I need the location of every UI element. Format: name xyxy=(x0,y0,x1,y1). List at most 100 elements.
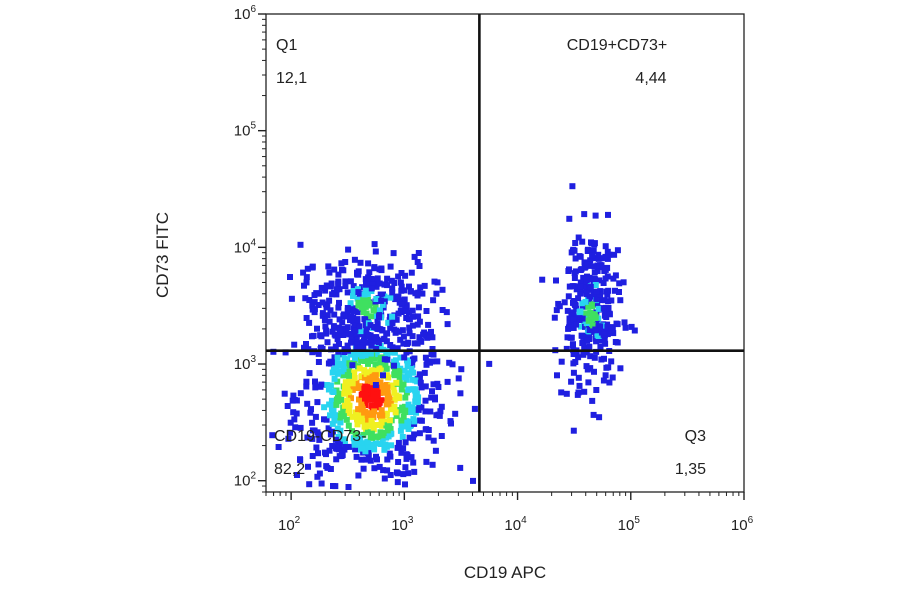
event-dot xyxy=(429,388,435,395)
event-dot xyxy=(342,362,349,369)
event-dot xyxy=(383,365,390,372)
event-dot xyxy=(402,464,409,471)
event-dot xyxy=(592,282,599,288)
event-dot xyxy=(396,374,403,381)
event-dot xyxy=(620,279,627,286)
event-dot xyxy=(584,248,591,254)
event-dot xyxy=(326,297,333,304)
event-dot xyxy=(297,390,304,397)
event-dot xyxy=(383,372,390,379)
event-dot xyxy=(336,316,343,323)
event-dot xyxy=(596,291,603,298)
event-dot xyxy=(584,334,590,341)
event-dot xyxy=(384,282,391,289)
event-dot xyxy=(356,323,363,330)
event-dot xyxy=(342,439,348,446)
event-dot xyxy=(371,241,378,248)
event-dot xyxy=(326,318,333,325)
event-dot xyxy=(402,272,409,279)
event-dot xyxy=(343,416,350,423)
event-dot xyxy=(578,266,585,273)
event-dot xyxy=(594,300,601,307)
event-dot xyxy=(612,287,618,294)
event-dot xyxy=(332,483,339,490)
event-dot xyxy=(429,461,436,468)
event-dot xyxy=(370,426,377,433)
event-dot xyxy=(373,334,380,341)
event-dot xyxy=(583,287,590,294)
event-dot xyxy=(602,372,609,379)
event-dot xyxy=(448,420,454,427)
event-dot xyxy=(369,403,376,409)
event-dot xyxy=(366,269,373,276)
event-dot xyxy=(575,374,582,381)
event-dot xyxy=(383,412,390,419)
event-dot xyxy=(329,420,336,427)
event-dot xyxy=(354,295,361,302)
event-dot xyxy=(423,426,430,433)
event-dot xyxy=(395,273,402,280)
event-dot xyxy=(331,417,338,424)
event-dot xyxy=(386,394,393,401)
event-dot xyxy=(372,351,379,357)
event-dot xyxy=(358,391,365,398)
event-dot xyxy=(404,363,411,370)
event-dot xyxy=(614,247,621,254)
event-dot xyxy=(603,364,610,371)
event-dot xyxy=(421,282,428,289)
event-dot xyxy=(402,439,409,446)
event-dot xyxy=(342,278,349,285)
event-dot xyxy=(593,288,600,295)
event-dot xyxy=(589,293,596,300)
event-dot xyxy=(406,434,413,441)
event-dot xyxy=(574,391,581,398)
y-axis-title: CD73 FITC xyxy=(153,212,172,298)
event-dot xyxy=(433,290,440,297)
event-dot xyxy=(306,370,313,377)
event-dot xyxy=(595,327,602,334)
event-dot xyxy=(353,333,360,340)
event-dot xyxy=(360,309,367,316)
event-dot xyxy=(584,366,591,373)
event-dot xyxy=(404,419,411,426)
event-dot xyxy=(377,358,384,365)
event-dot xyxy=(376,463,383,470)
event-dot xyxy=(306,297,313,303)
event-dot xyxy=(366,302,373,309)
event-dot xyxy=(362,391,369,398)
event-dot xyxy=(291,341,298,348)
event-dot xyxy=(614,321,621,328)
event-dot xyxy=(457,390,464,397)
event-dot xyxy=(597,288,604,295)
event-dot xyxy=(397,427,404,434)
event-dot xyxy=(569,183,576,190)
event-dot xyxy=(587,284,594,290)
event-dot xyxy=(362,383,369,390)
event-dot xyxy=(354,309,361,316)
event-dot xyxy=(591,240,598,247)
event-dot xyxy=(337,427,344,434)
event-dot xyxy=(577,279,584,286)
event-dot xyxy=(323,416,330,423)
event-dot xyxy=(346,443,353,450)
event-dot xyxy=(344,397,351,404)
x-tick-label: 103 xyxy=(391,515,414,534)
event-dot xyxy=(407,422,414,429)
event-dot xyxy=(300,269,307,276)
event-dot xyxy=(312,384,319,391)
event-dot xyxy=(573,351,580,358)
event-dot xyxy=(384,467,391,474)
event-dot xyxy=(439,286,446,293)
event-dot xyxy=(604,324,611,331)
event-dot xyxy=(405,386,412,393)
event-dot xyxy=(563,345,570,352)
event-dot xyxy=(366,446,373,453)
event-dot xyxy=(377,385,384,392)
event-dot xyxy=(316,470,323,477)
event-dot xyxy=(318,333,325,340)
q2-gate-percent: 4,44 xyxy=(635,70,666,87)
event-dot xyxy=(368,342,375,349)
event-dot xyxy=(314,325,320,332)
event-dot xyxy=(400,445,407,452)
event-dot xyxy=(393,412,400,419)
